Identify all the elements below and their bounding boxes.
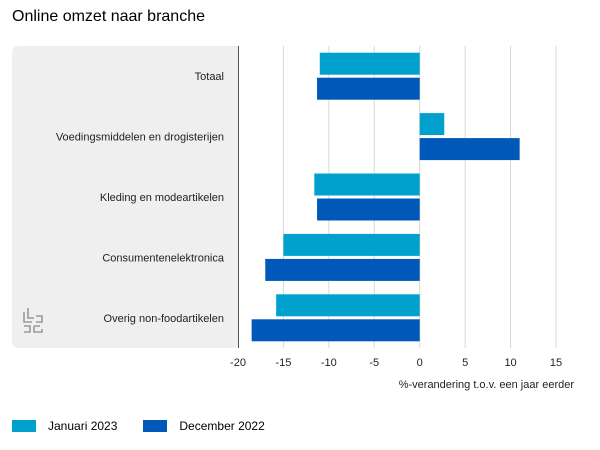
legend-label: Januari 2023 <box>48 419 118 433</box>
category-label: Voedingsmiddelen en drogisterijen <box>56 132 224 144</box>
x-tick-label: -5 <box>369 357 379 369</box>
bar-december-2022 <box>419 138 520 161</box>
legend-item-december-2022: December 2022 <box>143 419 265 433</box>
bar-december-2022 <box>265 258 420 281</box>
bar-december-2022 <box>317 198 420 221</box>
x-tick-label: 5 <box>462 357 468 369</box>
category-label: Kleding en modeartikelen <box>100 192 224 204</box>
chart-title: Online omzet naar branche <box>12 8 205 25</box>
legend-item-januari-2023: Januari 2023 <box>12 419 117 433</box>
x-axis-title: %-verandering t.o.v. een jaar eerder <box>399 379 575 391</box>
x-tick-label: -20 <box>230 357 246 369</box>
bar-januari-2023 <box>283 233 420 256</box>
legend: Januari 2023 December 2022 <box>12 419 291 433</box>
category-label-panel <box>12 46 238 348</box>
category-label: Overig non-foodartikelen <box>104 313 224 325</box>
bar-januari-2023 <box>319 52 420 75</box>
zero-axis-divider <box>238 46 239 348</box>
bar-januari-2023 <box>314 173 420 196</box>
bar-januari-2023 <box>276 294 420 317</box>
bar-december-2022 <box>317 77 420 100</box>
category-label: Consumentenelektronica <box>102 252 225 264</box>
category-label: Totaal <box>195 71 224 83</box>
legend-label: December 2022 <box>179 419 265 433</box>
x-tick-label: 0 <box>417 357 423 369</box>
x-tick-label: 15 <box>550 357 562 369</box>
bar-december-2022 <box>251 319 420 342</box>
bar-januari-2023 <box>419 113 445 136</box>
x-tick-label: -15 <box>275 357 291 369</box>
bar-chart: -20 -15 -10 -5 0 5 10 15 %-verandering t.o.v. ee… <box>56 46 575 391</box>
legend-swatch-januari-2023 <box>12 420 36 432</box>
cbs-logo-icon <box>23 308 43 333</box>
legend-swatch-december-2022 <box>143 420 168 432</box>
x-tick-label: 10 <box>504 357 516 369</box>
x-tick-label: -10 <box>321 357 337 369</box>
